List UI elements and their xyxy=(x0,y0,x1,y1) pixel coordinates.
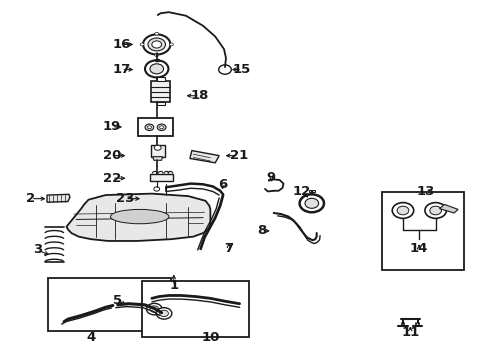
Polygon shape xyxy=(66,194,210,241)
Bar xyxy=(150,174,173,181)
Circle shape xyxy=(154,187,159,191)
Text: 17: 17 xyxy=(112,63,130,76)
Circle shape xyxy=(155,54,158,57)
Text: 14: 14 xyxy=(409,242,427,255)
Bar xyxy=(381,192,463,270)
Text: 7: 7 xyxy=(224,242,233,255)
Bar xyxy=(157,102,164,105)
Text: 23: 23 xyxy=(116,192,134,205)
Polygon shape xyxy=(189,150,219,163)
Circle shape xyxy=(145,124,154,131)
Polygon shape xyxy=(162,195,173,202)
Circle shape xyxy=(159,310,168,317)
Text: 11: 11 xyxy=(400,326,419,339)
Polygon shape xyxy=(47,194,70,202)
Circle shape xyxy=(148,38,165,51)
Circle shape xyxy=(159,126,163,129)
Circle shape xyxy=(156,308,171,319)
Text: 20: 20 xyxy=(102,149,121,162)
Circle shape xyxy=(169,43,173,46)
Text: 19: 19 xyxy=(102,121,121,134)
Text: 15: 15 xyxy=(232,63,251,76)
Text: 2: 2 xyxy=(26,192,36,205)
Circle shape xyxy=(154,145,161,150)
Text: 4: 4 xyxy=(86,331,95,344)
Circle shape xyxy=(299,194,324,212)
Circle shape xyxy=(396,206,408,215)
Text: 16: 16 xyxy=(112,38,131,51)
Circle shape xyxy=(152,41,161,48)
Bar xyxy=(151,81,170,102)
Bar xyxy=(48,278,171,330)
Circle shape xyxy=(147,126,151,129)
Circle shape xyxy=(155,32,158,35)
Circle shape xyxy=(140,43,144,46)
Bar xyxy=(308,190,314,192)
Circle shape xyxy=(391,203,413,219)
Text: 1: 1 xyxy=(169,279,178,292)
Text: 12: 12 xyxy=(292,185,310,198)
Circle shape xyxy=(145,60,168,77)
Circle shape xyxy=(150,306,158,312)
Text: 13: 13 xyxy=(416,185,434,198)
Circle shape xyxy=(131,210,148,223)
Text: 10: 10 xyxy=(201,331,219,344)
Circle shape xyxy=(218,65,231,74)
Circle shape xyxy=(146,303,162,315)
Circle shape xyxy=(162,196,170,202)
Text: 21: 21 xyxy=(229,149,247,162)
Text: 9: 9 xyxy=(266,171,275,184)
Bar xyxy=(157,77,164,81)
Text: 22: 22 xyxy=(102,172,121,185)
Text: 6: 6 xyxy=(218,178,227,191)
Circle shape xyxy=(429,206,441,215)
Bar xyxy=(138,118,173,136)
Circle shape xyxy=(143,35,170,54)
Polygon shape xyxy=(439,204,457,213)
Text: 5: 5 xyxy=(113,294,122,307)
Polygon shape xyxy=(153,157,162,160)
Text: 3: 3 xyxy=(33,243,42,256)
Circle shape xyxy=(305,198,318,208)
Circle shape xyxy=(157,124,165,131)
Text: 18: 18 xyxy=(190,89,208,102)
Bar xyxy=(151,145,164,157)
Ellipse shape xyxy=(110,210,168,224)
Text: 8: 8 xyxy=(256,224,265,238)
Circle shape xyxy=(150,64,163,74)
Bar xyxy=(142,282,249,337)
Circle shape xyxy=(424,203,446,219)
Bar xyxy=(148,194,162,202)
